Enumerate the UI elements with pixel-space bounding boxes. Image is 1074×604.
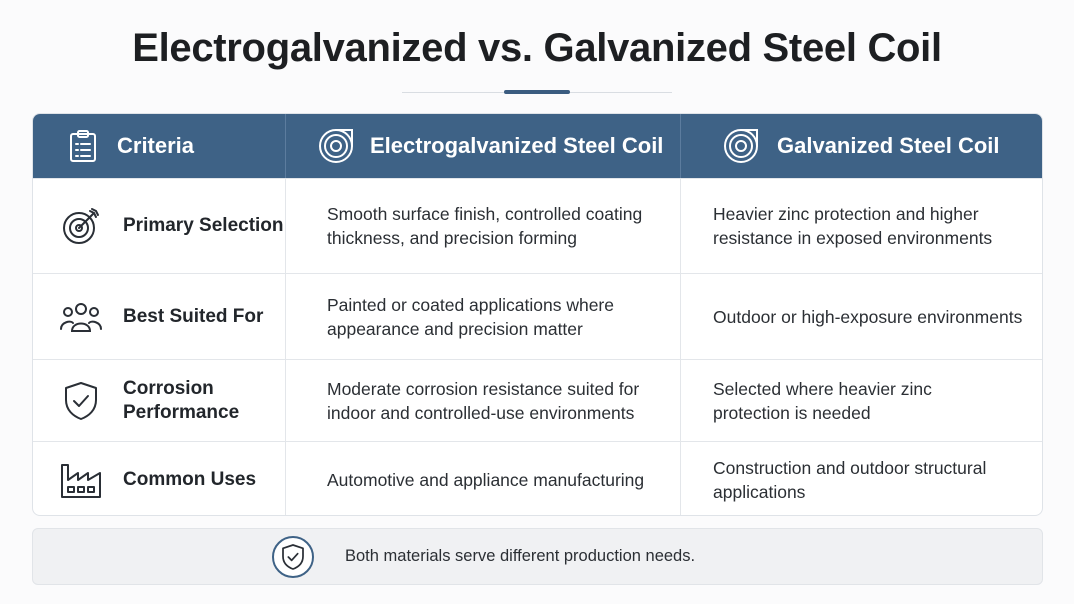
table-row: Primary Selection Smooth surface finish,… <box>33 178 1042 273</box>
table-header: Criteria Electrogalvanized Steel Coil <box>33 114 1042 178</box>
steel-coil-icon <box>721 126 761 166</box>
page-title: Electrogalvanized vs. Galvanized Steel C… <box>132 26 942 70</box>
criteria-cell: Corrosion Performance <box>33 360 286 441</box>
galvanized-cell: Construction and outdoor structural appl… <box>681 442 1042 515</box>
cell-text: Smooth surface finish, controlled coatin… <box>327 204 643 248</box>
criteria-cell: Best Suited For <box>33 274 286 359</box>
cell-text: Outdoor or high-exposure environments <box>713 306 1023 327</box>
factory-icon <box>59 458 103 502</box>
cell-text: Heavier zinc protection and higher resis… <box>713 204 993 248</box>
summary-banner: Both materials serve different productio… <box>32 528 1043 585</box>
header-electrogalvanized: Electrogalvanized Steel Coil <box>286 114 681 178</box>
clipboard-list-icon <box>63 126 103 166</box>
cell-text: Automotive and appliance manufacturing <box>327 469 645 490</box>
criteria-label: Common Uses <box>123 468 257 490</box>
electrogalvanized-cell: Painted or coated applications where app… <box>286 274 681 359</box>
summary-text: Both materials serve different productio… <box>345 547 696 565</box>
users-group-icon <box>59 295 103 339</box>
cell-text: Moderate corrosion resistance suited for… <box>327 378 640 423</box>
shield-check-icon <box>272 536 314 578</box>
header-criteria: Criteria <box>33 114 286 178</box>
header-label: Galvanized Steel Coil <box>777 133 1000 158</box>
cell-text: Construction and outdoor structural appl… <box>713 457 987 502</box>
header-label: Criteria <box>117 133 195 158</box>
table-row: Corrosion Performance Moderate corrosion… <box>33 359 1042 441</box>
cell-text: Selected where heavier zinc protection i… <box>713 378 932 423</box>
header-label: Electrogalvanized Steel Coil <box>370 133 664 158</box>
cell-text: Painted or coated applications where app… <box>327 294 614 339</box>
table-row: Best Suited For Painted or coated applic… <box>33 273 1042 359</box>
galvanized-cell: Selected where heavier zinc protection i… <box>681 360 1042 441</box>
electrogalvanized-cell: Automotive and appliance manufacturing <box>286 442 681 515</box>
criteria-label: Best Suited For <box>123 305 264 327</box>
electrogalvanized-cell: Moderate corrosion resistance suited for… <box>286 360 681 441</box>
criteria-cell: Primary Selection <box>33 179 286 273</box>
shield-check-icon <box>59 379 103 423</box>
galvanized-cell: Outdoor or high-exposure environments <box>681 274 1042 359</box>
table-row: Common Uses Automotive and appliance man… <box>33 441 1042 515</box>
comparison-table: Criteria Electrogalvanized Steel Coil <box>32 113 1043 516</box>
title-accent-bar <box>504 90 570 94</box>
electrogalvanized-cell: Smooth surface finish, controlled coatin… <box>286 179 681 273</box>
criteria-cell: Common Uses <box>33 442 286 515</box>
target-icon <box>59 204 103 248</box>
galvanized-cell: Heavier zinc protection and higher resis… <box>681 179 1042 273</box>
criteria-label: Primary Selection <box>123 215 284 236</box>
criteria-label: Corrosion Performance <box>123 377 240 423</box>
header-galvanized: Galvanized Steel Coil <box>681 114 1042 178</box>
steel-coil-icon <box>316 126 356 166</box>
